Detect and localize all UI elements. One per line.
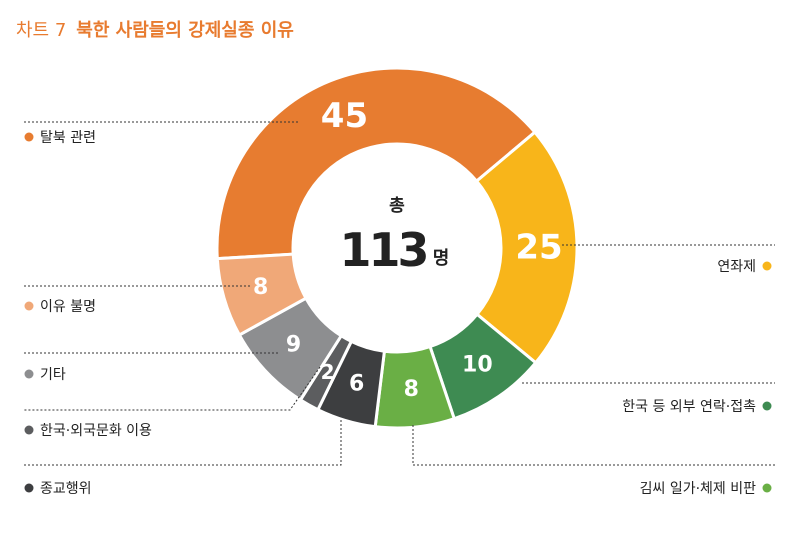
center-total-prefix: 총 [389,196,405,216]
leader-line [24,420,342,466]
chart-title: 차트 7 북한 사람들의 강제실종 이유 [16,16,294,42]
slice-value-label: 2 [321,360,335,384]
legend-label: 탈북 관련 [40,130,96,146]
slice-value-label: 10 [462,353,493,378]
legend-marker [24,483,34,493]
slice-value-label: 25 [515,227,562,267]
center-total-unit: 명 [433,248,450,269]
legend-label: 기타 [40,367,66,383]
legend-marker [762,261,772,271]
legend-marker [24,425,34,435]
legend-label: 종교행위 [40,481,92,497]
legend-marker [24,369,34,379]
legend-leader-lines [24,121,775,466]
slice-value-label: 6 [349,372,364,397]
slice-value-label: 9 [286,333,301,358]
donut-slices [215,66,579,430]
chart-title-text: 북한 사람들의 강제실종 이유 [76,20,294,41]
legend-label: 연좌제 [717,259,756,275]
leader-line [24,366,321,411]
slice-value-label: 45 [321,96,368,136]
leader-line [412,425,775,466]
legend-marker [24,132,34,142]
slice-value-label: 8 [253,275,268,300]
legend-marker [762,401,772,411]
legend-marker [762,483,772,493]
slice-0 [215,66,537,261]
legend-label: 한국·외국문화 이용 [40,423,152,439]
center-total-value: 113 [339,223,426,277]
slice-value-labels: 45 25 10 8 629 8 [253,96,563,402]
legend-marker [24,301,34,311]
legend-label: 김씨 일가·체제 비판 [640,481,757,497]
slice-1 [474,130,579,365]
slice-7 [215,252,308,337]
legend-label: 이유 불명 [40,299,96,315]
chart-number: 차트 7 [16,20,67,41]
slice-value-label: 8 [404,377,419,402]
legend-label: 한국 등 외부 연락·접촉 [622,399,756,415]
